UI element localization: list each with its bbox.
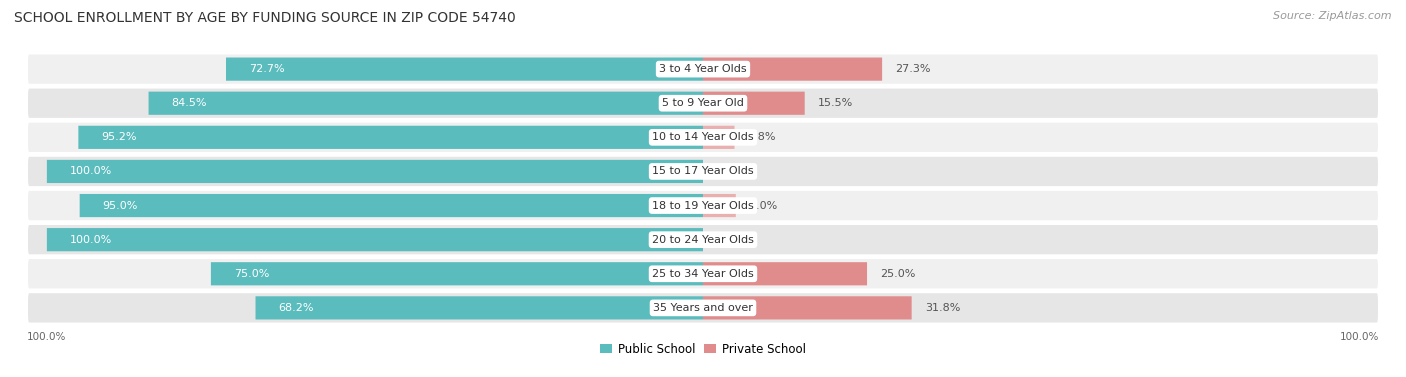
Text: 20 to 24 Year Olds: 20 to 24 Year Olds — [652, 234, 754, 245]
FancyBboxPatch shape — [703, 126, 734, 149]
FancyBboxPatch shape — [27, 292, 1379, 323]
FancyBboxPatch shape — [256, 296, 703, 319]
FancyBboxPatch shape — [226, 58, 703, 81]
Text: 15.5%: 15.5% — [818, 98, 853, 108]
Text: 75.0%: 75.0% — [233, 269, 269, 279]
Text: 68.2%: 68.2% — [278, 303, 314, 313]
Text: 25.0%: 25.0% — [880, 269, 915, 279]
FancyBboxPatch shape — [46, 228, 703, 251]
Text: 0.0%: 0.0% — [716, 234, 744, 245]
FancyBboxPatch shape — [27, 258, 1379, 290]
Text: 0.0%: 0.0% — [716, 166, 744, 176]
Text: 84.5%: 84.5% — [172, 98, 207, 108]
FancyBboxPatch shape — [703, 262, 868, 285]
Text: 3 to 4 Year Olds: 3 to 4 Year Olds — [659, 64, 747, 74]
FancyBboxPatch shape — [703, 58, 882, 81]
Text: 5 to 9 Year Old: 5 to 9 Year Old — [662, 98, 744, 108]
Legend: Public School, Private School: Public School, Private School — [595, 338, 811, 360]
FancyBboxPatch shape — [27, 224, 1379, 255]
Text: 95.0%: 95.0% — [103, 201, 138, 211]
Text: 5.0%: 5.0% — [749, 201, 778, 211]
FancyBboxPatch shape — [27, 54, 1379, 85]
Text: 72.7%: 72.7% — [249, 64, 284, 74]
Text: 27.3%: 27.3% — [896, 64, 931, 74]
Text: 15 to 17 Year Olds: 15 to 17 Year Olds — [652, 166, 754, 176]
FancyBboxPatch shape — [80, 194, 703, 217]
Text: 18 to 19 Year Olds: 18 to 19 Year Olds — [652, 201, 754, 211]
FancyBboxPatch shape — [79, 126, 703, 149]
Text: 35 Years and over: 35 Years and over — [652, 303, 754, 313]
FancyBboxPatch shape — [27, 156, 1379, 187]
Text: 95.2%: 95.2% — [101, 132, 136, 143]
FancyBboxPatch shape — [703, 92, 804, 115]
Text: 4.8%: 4.8% — [748, 132, 776, 143]
FancyBboxPatch shape — [27, 87, 1379, 119]
Text: 100.0%: 100.0% — [1340, 332, 1379, 342]
Text: SCHOOL ENROLLMENT BY AGE BY FUNDING SOURCE IN ZIP CODE 54740: SCHOOL ENROLLMENT BY AGE BY FUNDING SOUR… — [14, 11, 516, 25]
Text: 100.0%: 100.0% — [70, 166, 112, 176]
Text: 100.0%: 100.0% — [70, 234, 112, 245]
Text: Source: ZipAtlas.com: Source: ZipAtlas.com — [1274, 11, 1392, 21]
Text: 10 to 14 Year Olds: 10 to 14 Year Olds — [652, 132, 754, 143]
FancyBboxPatch shape — [703, 194, 735, 217]
FancyBboxPatch shape — [27, 190, 1379, 221]
FancyBboxPatch shape — [46, 160, 703, 183]
FancyBboxPatch shape — [149, 92, 703, 115]
Text: 31.8%: 31.8% — [925, 303, 960, 313]
Text: 25 to 34 Year Olds: 25 to 34 Year Olds — [652, 269, 754, 279]
FancyBboxPatch shape — [27, 122, 1379, 153]
FancyBboxPatch shape — [703, 296, 911, 319]
FancyBboxPatch shape — [211, 262, 703, 285]
Text: 100.0%: 100.0% — [27, 332, 66, 342]
